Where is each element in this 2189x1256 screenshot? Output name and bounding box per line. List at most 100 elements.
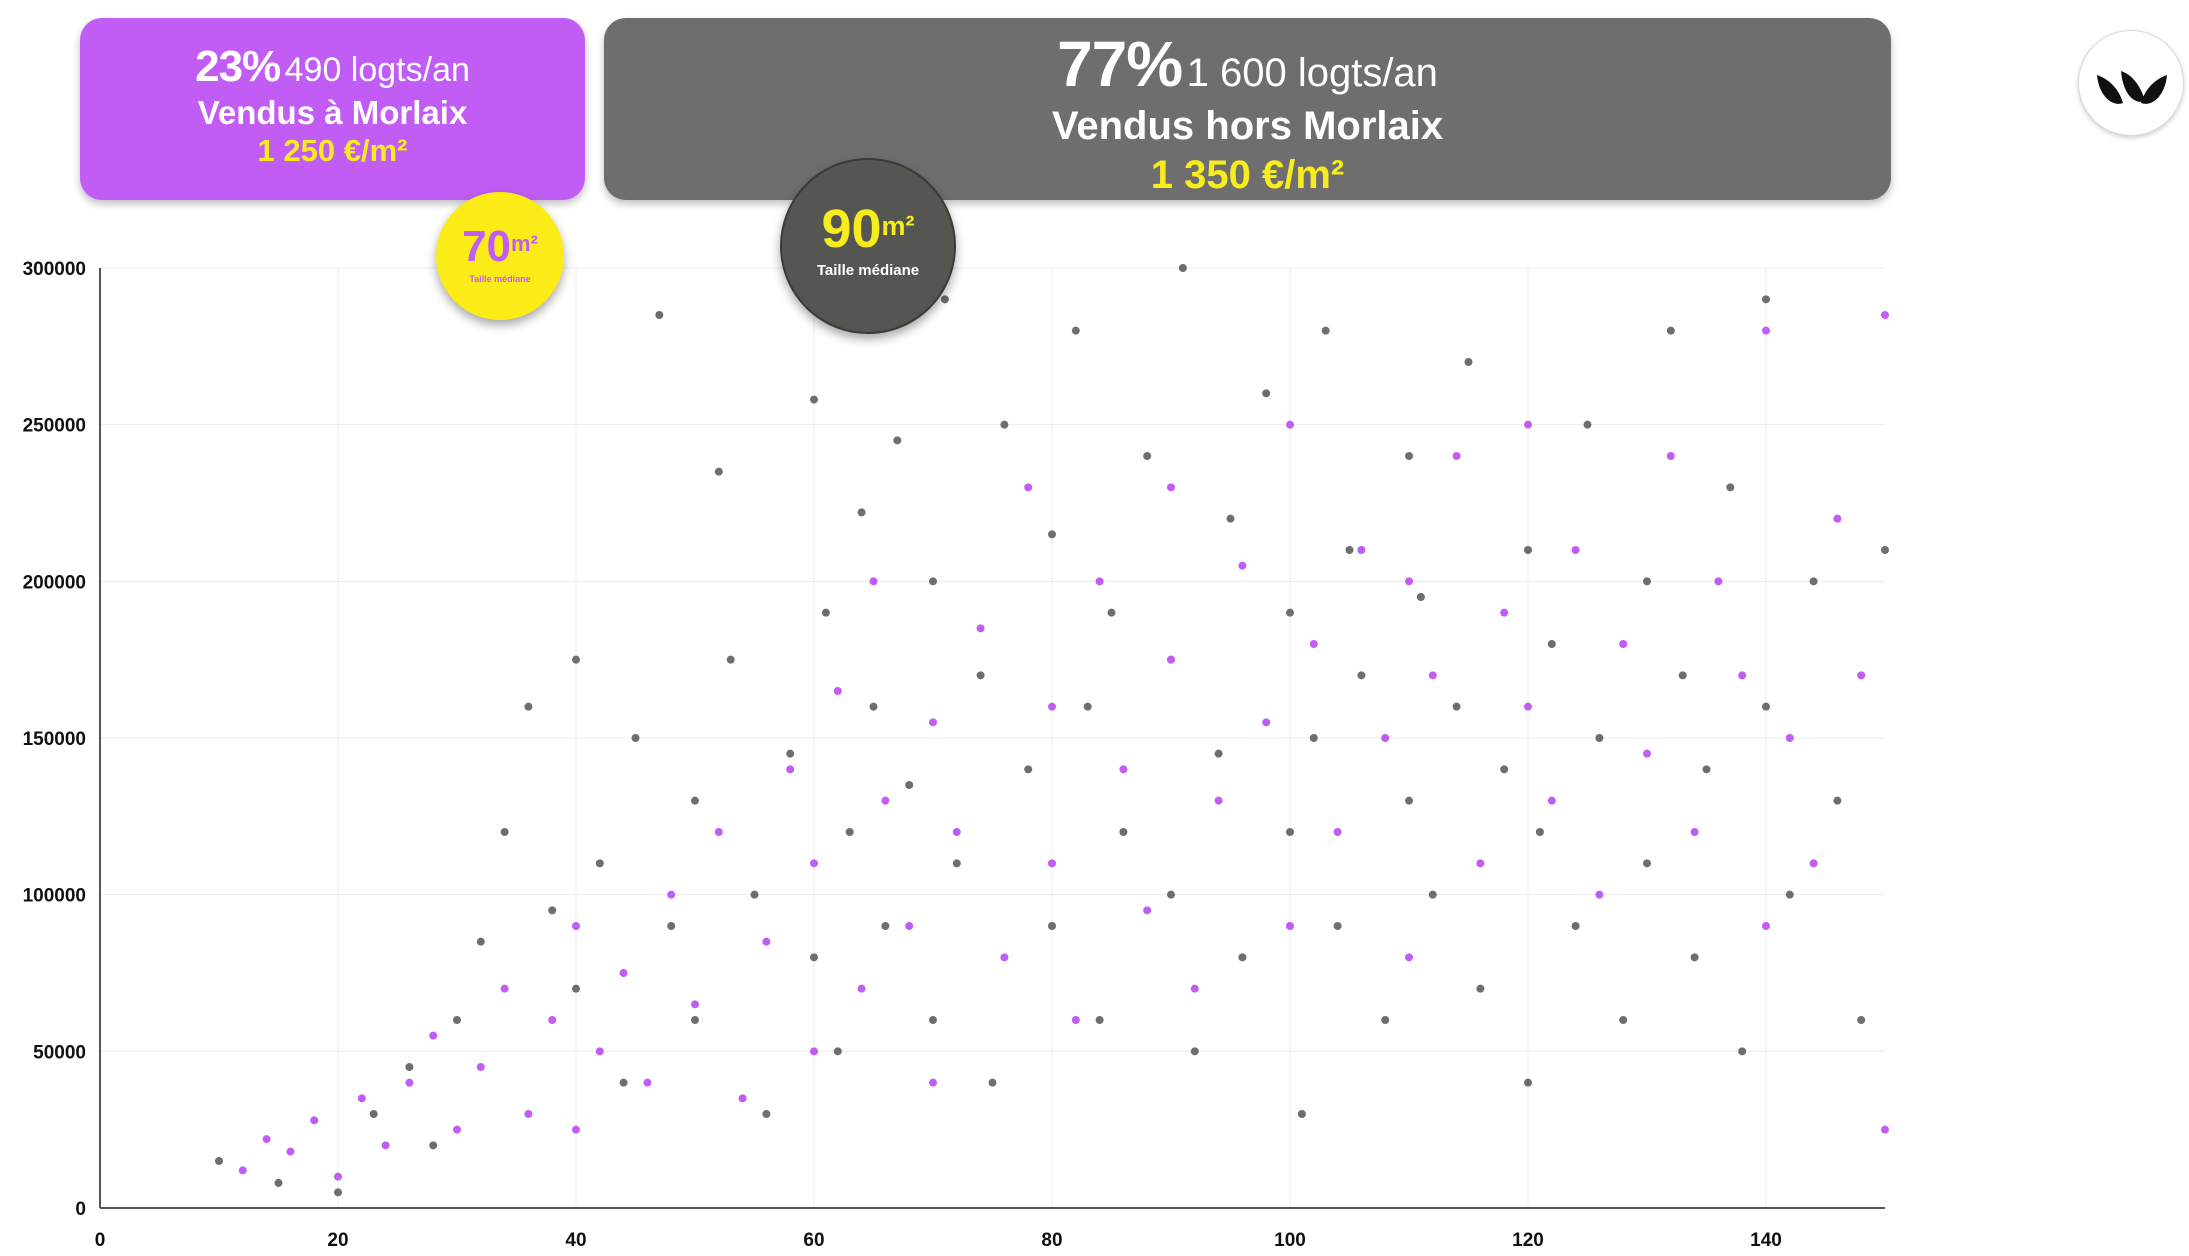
data-point bbox=[1524, 420, 1532, 429]
data-point bbox=[1405, 577, 1413, 586]
data-point bbox=[215, 1157, 223, 1165]
data-point bbox=[1309, 640, 1318, 648]
data-point bbox=[1381, 1016, 1390, 1024]
data-point bbox=[1702, 765, 1711, 774]
data-point bbox=[334, 1172, 342, 1181]
data-point bbox=[691, 1000, 699, 1009]
banner-vendus-hors-morlaix: 77% 1 600 logts/an Vendus hors Morlaix 1… bbox=[604, 18, 1891, 200]
data-point bbox=[1678, 671, 1687, 680]
data-point bbox=[334, 1188, 342, 1197]
data-point bbox=[667, 922, 676, 930]
data-point bbox=[1333, 922, 1342, 930]
badge-hors-value: 90m² bbox=[821, 199, 915, 259]
y-tick-label: 150000 bbox=[23, 729, 86, 750]
banner-hors-label: Vendus hors Morlaix bbox=[1051, 103, 1444, 148]
median-size-badge-hors: 90m² Taille médiane bbox=[780, 158, 956, 334]
data-point bbox=[1405, 796, 1413, 805]
data-point bbox=[1321, 326, 1330, 335]
x-tick-label: 20 bbox=[327, 1230, 348, 1251]
data-point bbox=[714, 828, 723, 836]
data-point bbox=[1309, 734, 1318, 742]
data-point bbox=[869, 577, 878, 586]
data-point bbox=[1262, 718, 1271, 727]
data-point bbox=[1881, 311, 1889, 319]
data-point bbox=[1083, 702, 1092, 711]
data-point bbox=[1500, 608, 1509, 617]
x-tick-label: 120 bbox=[1512, 1230, 1544, 1251]
data-point bbox=[869, 702, 878, 711]
data-point bbox=[833, 687, 842, 695]
data-point bbox=[453, 1016, 461, 1024]
data-point bbox=[905, 922, 914, 930]
data-point bbox=[726, 655, 735, 664]
data-point bbox=[1238, 561, 1247, 570]
data-point bbox=[1643, 859, 1651, 868]
data-point bbox=[1107, 608, 1116, 617]
data-point bbox=[1416, 593, 1425, 601]
data-point bbox=[988, 1078, 997, 1087]
banner-morlaix-label: Vendus à Morlaix bbox=[197, 93, 468, 131]
data-point bbox=[1286, 922, 1294, 930]
data-point bbox=[1535, 828, 1544, 836]
data-point bbox=[286, 1147, 295, 1156]
y-tick-label: 50000 bbox=[33, 1042, 86, 1063]
data-point bbox=[750, 890, 759, 899]
data-point bbox=[1809, 859, 1818, 868]
data-point bbox=[405, 1078, 414, 1087]
data-point bbox=[810, 859, 818, 868]
data-point bbox=[1226, 514, 1235, 523]
data-point bbox=[1464, 358, 1473, 366]
data-point bbox=[1357, 546, 1366, 554]
data-point bbox=[786, 765, 795, 774]
data-point bbox=[1071, 1016, 1080, 1024]
x-tick-label: 0 bbox=[95, 1230, 106, 1251]
data-point bbox=[369, 1110, 378, 1118]
data-point bbox=[821, 608, 830, 617]
data-point bbox=[857, 984, 866, 993]
data-point bbox=[691, 796, 699, 805]
data-point bbox=[1762, 922, 1770, 930]
data-point bbox=[1143, 452, 1152, 460]
data-point bbox=[1428, 890, 1437, 899]
data-point bbox=[262, 1135, 271, 1144]
data-point bbox=[952, 859, 961, 868]
badge-hors-caption: Taille médiane bbox=[816, 262, 920, 279]
data-point bbox=[1143, 906, 1152, 915]
data-point bbox=[631, 734, 640, 742]
banner-morlaix-line1: 23% 490 logts/an bbox=[80, 42, 585, 93]
data-point bbox=[572, 922, 580, 930]
data-point bbox=[572, 984, 580, 993]
data-point bbox=[1048, 922, 1056, 930]
data-point bbox=[524, 702, 533, 711]
data-point bbox=[1333, 828, 1342, 836]
data-point bbox=[940, 295, 949, 304]
data-point bbox=[1524, 1078, 1532, 1087]
data-point bbox=[1524, 702, 1532, 711]
data-point bbox=[1345, 546, 1354, 554]
y-tick-label: 0 bbox=[75, 1199, 86, 1220]
data-point bbox=[1071, 326, 1080, 335]
data-point bbox=[952, 828, 961, 836]
data-point bbox=[476, 937, 485, 946]
data-point bbox=[1286, 420, 1294, 429]
y-tick-label: 200000 bbox=[23, 572, 86, 593]
data-point bbox=[1167, 483, 1175, 492]
badge-hors-unit: m² bbox=[881, 210, 915, 241]
data-point bbox=[1167, 890, 1175, 899]
banner-vendus-morlaix: 23% 490 logts/an Vendus à Morlaix 1 250 … bbox=[80, 18, 585, 200]
data-point bbox=[1726, 483, 1735, 492]
data-point bbox=[595, 859, 604, 868]
data-point bbox=[1286, 828, 1294, 836]
data-point bbox=[1714, 577, 1723, 586]
data-point bbox=[929, 1078, 937, 1087]
data-point bbox=[762, 1110, 771, 1118]
data-point bbox=[1214, 749, 1223, 758]
data-point bbox=[1119, 765, 1128, 774]
data-point bbox=[1619, 640, 1628, 648]
data-point bbox=[1262, 389, 1271, 398]
data-point bbox=[845, 828, 854, 836]
banner-hors-count: 1 600 logts/an bbox=[1186, 51, 1438, 95]
data-point bbox=[929, 1016, 937, 1024]
data-point bbox=[1643, 577, 1651, 586]
